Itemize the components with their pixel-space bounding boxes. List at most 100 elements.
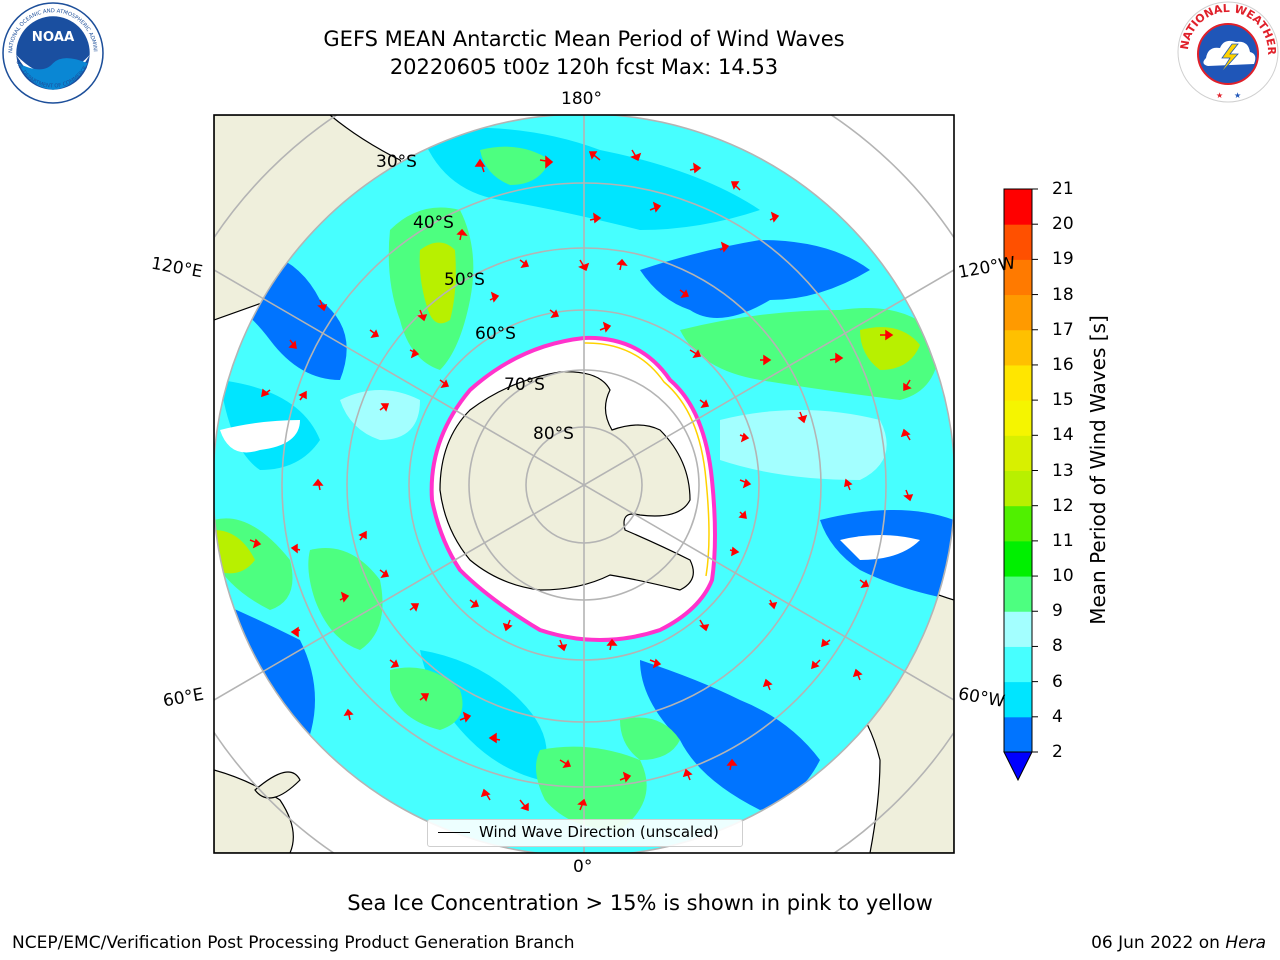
wind-arrow	[409, 603, 420, 612]
wind-arrow	[261, 388, 271, 398]
wind-arrow	[616, 258, 628, 271]
footer-date: 06 Jun 2022 on Hera	[1091, 933, 1266, 953]
nws-logo-icon: NATIONAL WEATHER SERVICE ★ ★	[1176, 0, 1279, 103]
colorbar-tick-label: 18	[1052, 284, 1074, 305]
period-contour-yellow-green	[860, 327, 920, 370]
colorbar-tick-label: 17	[1052, 319, 1074, 340]
wind-arrow	[730, 181, 741, 191]
wind-arrow	[358, 530, 367, 541]
colorbar-tick-label: 6	[1052, 671, 1063, 692]
wind-arrow	[739, 432, 750, 443]
wind-arrow	[599, 321, 612, 333]
wind-arrow	[249, 538, 262, 549]
colorbar-tick-label: 10	[1052, 566, 1074, 587]
colorbar-swatch	[1004, 364, 1032, 401]
antarctica-landmass	[439, 371, 694, 591]
wind-arrow	[606, 638, 618, 651]
colorbar-tick-label: 9	[1052, 601, 1063, 622]
wind-arrow	[729, 546, 740, 557]
wind-arrow	[459, 711, 472, 723]
wind-arrow	[469, 599, 480, 609]
colorbar-tick-label: 15	[1052, 390, 1074, 411]
wind-arrow	[699, 399, 710, 409]
wind-arrow	[682, 768, 693, 781]
colorbar-title: Mean Period of Wind Waves [s]	[1086, 315, 1110, 625]
wind-arrow	[290, 626, 301, 638]
map-border	[213, 114, 955, 854]
colorbar-swatch	[1004, 681, 1032, 718]
wind-arrow	[821, 638, 831, 648]
wind-arrow	[811, 659, 821, 670]
period-contour-yellow-green	[214, 530, 255, 574]
wind-arrow	[760, 354, 772, 366]
lat-label-50s: 50°S	[444, 270, 485, 290]
wind-arrow	[829, 352, 844, 364]
no-data-zone	[220, 420, 300, 453]
wind-arrow	[649, 201, 662, 213]
wind-arrow	[489, 291, 500, 303]
colorbar-tick-label: 14	[1052, 425, 1074, 446]
period-contour-dark-blue	[640, 240, 870, 318]
lat-label-70s: 70°S	[504, 375, 545, 395]
wind-arrow	[619, 771, 632, 783]
wind-arrow	[630, 149, 642, 162]
svg-text:★: ★	[1216, 91, 1223, 100]
wind-arrow	[852, 668, 863, 681]
colorbar-under-arrow	[1003, 751, 1033, 782]
colorbar-tick-label: 12	[1052, 495, 1074, 516]
wind-arrow	[859, 579, 870, 589]
lon-label-180: 180°	[561, 89, 602, 109]
svg-text:NOAA: NOAA	[32, 30, 75, 45]
colorbar-swatch	[1004, 716, 1032, 753]
lat-label-60s: 60°S	[475, 324, 516, 344]
wind-arrow	[419, 693, 430, 702]
wind-arrow	[439, 379, 450, 389]
wind-arrow	[488, 732, 501, 744]
graticule	[214, 115, 954, 853]
colorbar-swatch	[1004, 400, 1032, 436]
legend-label: Wind Wave Direction (unscaled)	[479, 823, 719, 841]
wind-arrow	[502, 619, 513, 632]
wind-arrow	[389, 659, 400, 669]
wind-arrow	[903, 379, 912, 392]
wind-arrow	[880, 329, 894, 341]
wind-arrow	[719, 241, 730, 253]
africa-landmass	[214, 769, 294, 853]
colorbar-tick-label: 2	[1052, 742, 1063, 762]
plot-title: GEFS MEAN Antarctic Mean Period of Wind …	[323, 27, 845, 51]
wind-arrow	[797, 411, 808, 424]
colorbar-tick-label: 21	[1052, 179, 1074, 199]
colorbar-swatch	[1004, 505, 1032, 542]
period-contour-light-cyan	[720, 410, 887, 480]
wind-arrow	[480, 788, 491, 801]
period-contour-light-cyan	[340, 390, 420, 440]
colorbar-tick-label: 16	[1052, 354, 1074, 375]
wind-arrow	[738, 510, 747, 519]
lat-label-30s: 30°S	[376, 152, 417, 172]
wind-arrow	[474, 158, 486, 173]
wind-arrow	[409, 348, 420, 359]
wind-arrow	[588, 151, 601, 161]
sea-ice-note: Sea Ice Concentration > 15% is shown in …	[347, 891, 933, 915]
svg-text:★: ★	[1234, 91, 1241, 100]
wind-wave-arrows	[249, 149, 914, 812]
wind-arrow	[679, 289, 690, 299]
lat-label-80s: 80°S	[533, 424, 574, 444]
noaa-logo-icon: NOAA NATIONAL OCEANIC AND ATMOSPHERIC AD…	[2, 2, 104, 104]
footer-host: Hera	[1225, 933, 1266, 953]
footer-date-text: 06 Jun 2022 on	[1091, 933, 1226, 953]
wind-arrow	[557, 639, 568, 652]
wind-arrow	[379, 403, 390, 412]
wind-arrow	[900, 428, 911, 441]
colorbar-swatch	[1004, 224, 1032, 260]
wind-arrow	[769, 211, 780, 223]
colorbar-swatch	[1004, 259, 1032, 296]
wind-arrow	[559, 759, 572, 769]
colorbar-tick-label: 19	[1052, 249, 1074, 270]
colorbar-swatch	[1004, 189, 1032, 225]
colorbar-swatch	[1004, 329, 1032, 366]
wind-arrow	[549, 309, 560, 319]
wind-arrow	[689, 162, 702, 174]
colorbar-swatch	[1004, 646, 1032, 683]
